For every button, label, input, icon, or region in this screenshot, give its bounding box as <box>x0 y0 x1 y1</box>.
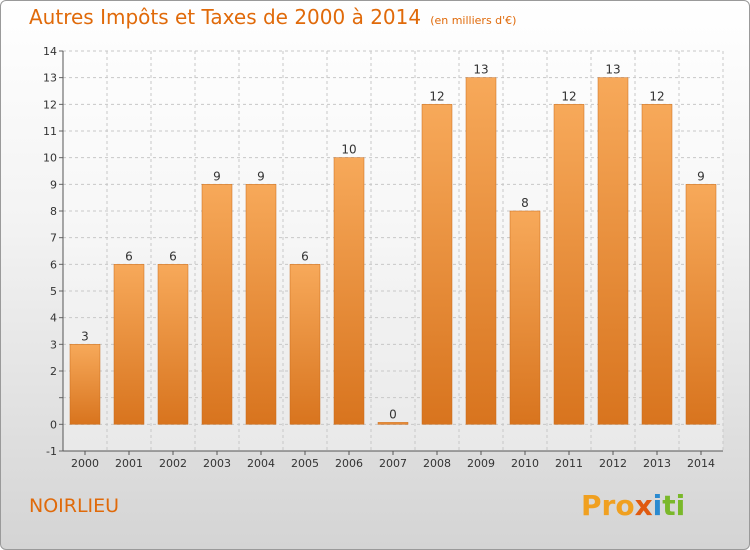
y-tick-label: 3 <box>50 338 57 351</box>
chart-title-unit: (en milliers d'€) <box>430 14 517 27</box>
bar-value-label: 6 <box>301 249 309 263</box>
commune-name: NOIRLIEU <box>29 495 120 517</box>
y-tick-label: 8 <box>50 205 57 218</box>
bar <box>421 104 453 425</box>
logo-part-3: i <box>652 489 663 522</box>
y-tick-label: 6 <box>50 258 57 271</box>
y-tick-label: 5 <box>50 285 57 298</box>
bar-value-label: 10 <box>341 143 356 157</box>
y-tick-label: 4 <box>50 312 57 325</box>
bar <box>597 77 629 425</box>
logo-part-4: ti <box>662 489 686 522</box>
bar-value-label: 9 <box>257 169 265 183</box>
x-tick-label: 2003 <box>203 457 231 470</box>
bar <box>641 104 673 425</box>
bar <box>289 264 321 425</box>
y-tick-label: 14 <box>43 45 57 58</box>
proxiti-logo: Proxiti <box>581 489 685 522</box>
y-tick-label: 13 <box>43 72 57 85</box>
x-tick-label: 2008 <box>423 457 451 470</box>
x-tick-label: 2006 <box>335 457 363 470</box>
x-tick-label: 2013 <box>643 457 671 470</box>
bar-value-label: 0 <box>389 407 397 421</box>
y-tick-label: 7 <box>50 232 57 245</box>
bar-value-label: 9 <box>213 169 221 183</box>
y-tick-label: 11 <box>43 125 57 138</box>
bar-value-label: 8 <box>521 196 529 210</box>
logo-part-1: Pro <box>581 489 635 522</box>
y-tick-label: 12 <box>43 98 57 111</box>
x-tick-label: 2010 <box>511 457 539 470</box>
chart-title-main: Autres Impôts et Taxes de 2000 à 2014 <box>29 5 422 29</box>
y-tick-label: -1 <box>46 445 57 458</box>
bar-value-label: 9 <box>697 169 705 183</box>
x-tick-label: 2014 <box>687 457 715 470</box>
x-tick-label: 2007 <box>379 457 407 470</box>
x-tick-label: 2002 <box>159 457 187 470</box>
logo-part-2: x <box>634 489 653 522</box>
bar-value-label: 13 <box>605 63 620 77</box>
x-tick-label: 2001 <box>115 457 143 470</box>
bar <box>465 77 497 425</box>
bar <box>245 184 277 425</box>
bar <box>377 422 409 425</box>
y-tick-label: 9 <box>50 178 57 191</box>
chart-title: Autres Impôts et Taxes de 2000 à 2014 (e… <box>29 5 516 29</box>
y-tick-label: 10 <box>43 152 57 165</box>
x-tick-label: 2000 <box>71 457 99 470</box>
bar <box>509 210 541 425</box>
bar <box>333 157 365 425</box>
bar <box>553 104 585 425</box>
x-tick-label: 2011 <box>555 457 583 470</box>
bar-value-label: 6 <box>125 249 133 263</box>
bar-value-label: 6 <box>169 249 177 263</box>
bar <box>157 264 189 425</box>
x-tick-label: 2009 <box>467 457 495 470</box>
bar <box>201 184 233 425</box>
bar-value-label: 13 <box>473 63 488 77</box>
x-tick-label: 2004 <box>247 457 275 470</box>
bar-value-label: 12 <box>649 89 664 103</box>
y-tick-label: 2 <box>50 365 57 378</box>
y-tick-label: 0 <box>50 418 57 431</box>
bar <box>69 344 101 425</box>
bar-value-label: 12 <box>561 89 576 103</box>
bar-value-label: 12 <box>429 89 444 103</box>
x-tick-label: 2012 <box>599 457 627 470</box>
bar <box>113 264 145 425</box>
bar <box>685 184 717 425</box>
x-tick-label: 2005 <box>291 457 319 470</box>
bar-value-label: 3 <box>81 329 89 343</box>
